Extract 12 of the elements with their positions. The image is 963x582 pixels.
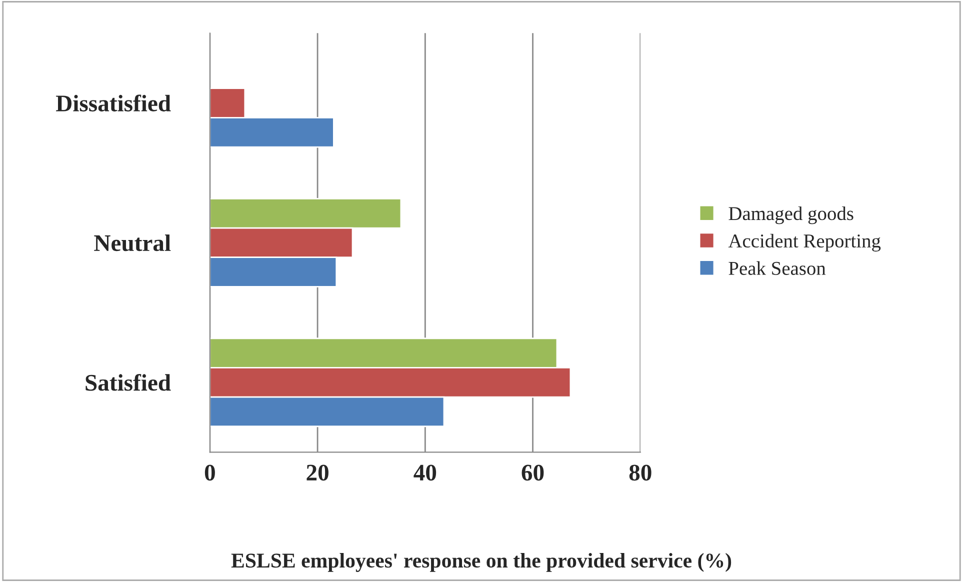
y-tick-label: Satisfied bbox=[86, 374, 171, 391]
x-tick-label: 20 bbox=[306, 464, 328, 481]
x-tick-label: 40 bbox=[414, 464, 436, 481]
x-tick-label: 0 bbox=[204, 464, 215, 481]
legend-label: Accident Reporting bbox=[728, 234, 881, 252]
legend-label: Damaged goods bbox=[728, 206, 854, 224]
x-tick-label: 80 bbox=[629, 464, 652, 481]
y-tick-label: Neutral bbox=[94, 234, 171, 252]
x-tick-label: 60 bbox=[522, 464, 544, 481]
x-axis-title: ESLSE employees' response on the provided service (%) bbox=[231, 552, 732, 572]
y-tick-label: Dissatisfied bbox=[56, 94, 171, 112]
legend-label: Peak Season bbox=[728, 261, 826, 275]
